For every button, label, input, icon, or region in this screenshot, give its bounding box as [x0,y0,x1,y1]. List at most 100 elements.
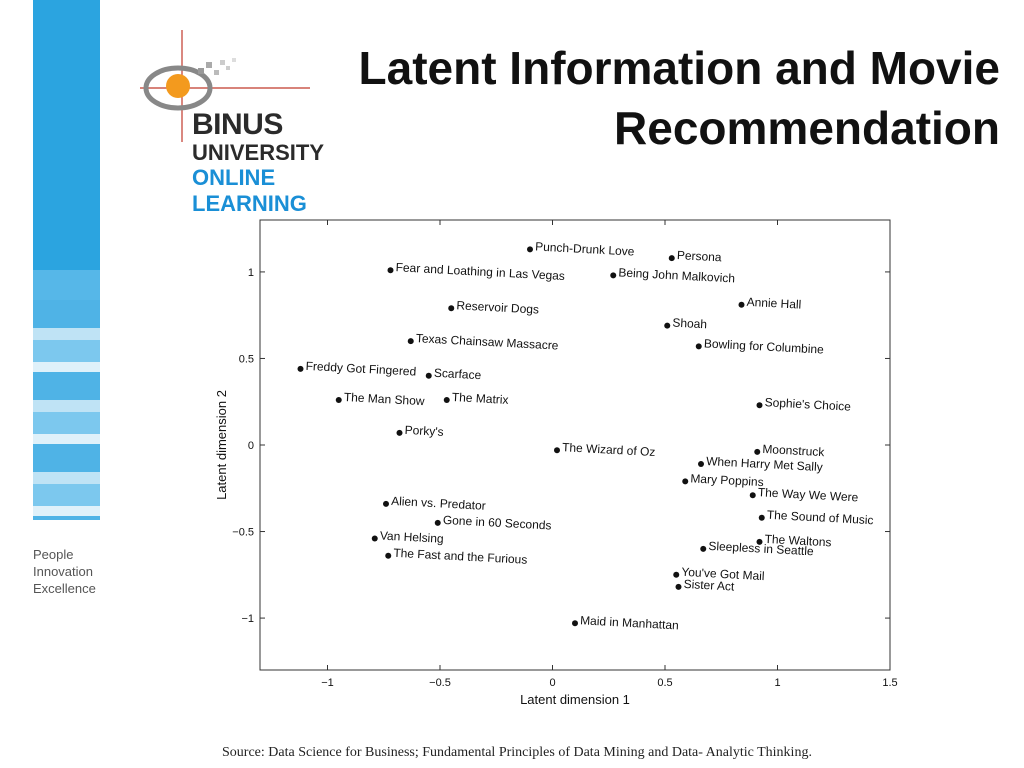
movie-point: Shoah [664,316,707,332]
movie-point-label: Gone in 60 Seconds [443,513,552,533]
movie-point: Alien vs. Predator [383,494,486,513]
movie-point-marker [383,500,389,507]
movie-point: The Fast and the Furious [385,546,528,567]
movie-point: The Waltons [756,532,832,549]
movie-point: Maid in Manhattan [572,613,679,632]
movie-point-label: Sleepless in Seattle [708,539,814,559]
slide-title: Latent Information and Movie Recommendat… [260,38,1000,158]
y-tick-label: 0 [248,440,254,452]
motto-line: Excellence [33,581,96,596]
movie-point-marker [527,246,533,253]
movie-point-label: When Harry Met Sally [706,454,823,474]
movie-point: Sister Act [675,577,735,594]
source-citation: Source: Data Science for Business; Funda… [222,745,812,761]
movie-point-marker [448,305,455,312]
movie-point: The Man Show [335,390,426,408]
movie-point-label: Sister Act [683,577,735,594]
motto: People Innovation Excellence [33,546,96,597]
movie-point-label: Shoah [672,316,707,332]
logo-text-binus: BINUS [192,108,283,141]
motto-line: Innovation [33,564,93,579]
movie-point: Scarface [425,366,482,382]
movie-point-marker [371,535,378,542]
movie-point-label: Being John Malkovich [618,265,735,285]
movie-point-marker [434,519,441,526]
movie-point: Texas Chainsaw Massacre [407,331,560,353]
logo-text-online: ONLINE [192,165,276,190]
movie-point-label: Texas Chainsaw Massacre [416,331,560,352]
sidebar-band [33,270,100,300]
motto-line: People [33,547,74,562]
movie-point-marker [335,397,342,403]
sidebar-band [33,0,100,270]
source-text: Data Science for Business; Fundamental P… [268,745,812,760]
movie-point: Sophie's Choice [756,395,852,414]
movie-point: Porky's [396,423,444,439]
movie-point: Mary Poppins [682,471,764,489]
movie-point-label: Mary Poppins [690,471,764,489]
movie-point-marker [738,301,745,308]
logo-text-university: UNIVERSITY [192,140,325,165]
x-tick-label: 0 [549,677,555,689]
y-tick-label: −0.5 [232,527,254,539]
y-tick-label: −1 [241,613,254,625]
movie-point: When Harry Met Sally [698,454,823,474]
movie-point-label: Annie Hall [746,295,801,312]
movie-point-marker [675,583,682,590]
movie-point-label: The Waltons [764,532,832,549]
movie-point: Freddy Got Fingered [297,359,417,379]
movie-point-marker [297,365,304,372]
movie-point: The Wizard of Oz [554,440,656,459]
movie-point-label: Fear and Loathing in Las Vegas [395,260,565,283]
x-tick-label: 0.5 [657,677,672,689]
sidebar-decoration [0,0,100,768]
movie-point-label: You've Got Mail [681,565,765,583]
movie-point-label: Punch-Drunk Love [535,239,635,258]
movie-point-label: Moonstruck [762,442,826,459]
movie-point-marker [682,478,689,485]
movie-point-marker [673,571,680,578]
y-axis-label: Latent dimension 2 [214,390,229,500]
logo-text-learning: LEARNING [192,191,307,216]
movie-point: You've Got Mail [673,565,765,583]
movie-point-marker [610,272,617,279]
movie-point-label: The Man Show [344,390,426,408]
movie-point-marker [756,538,763,545]
movie-point: The Way We Were [749,485,859,504]
x-tick-label: 1.5 [882,677,897,689]
movie-point: The Sound of Music [758,508,874,528]
movie-point-marker [387,267,394,274]
latent-dimension-scatter-chart: −1 −0.5 0 0.5 1 1.5 1 0.5 0 −0.5 −1 Punch-Drunk Lo… [214,219,898,707]
movie-point-marker [396,429,403,436]
movie-point-label: Reservoir Dogs [456,298,539,316]
movie-point: Being John Malkovich [610,265,735,285]
movie-point-marker [572,620,578,627]
y-tick-label: 1 [248,267,254,279]
slide-title-line1: Latent Information and Movie [358,42,1000,94]
movie-point: Persona [668,248,722,264]
x-tick-label: −0.5 [429,677,451,689]
movie-point-label: The Sound of Music [767,508,874,528]
movie-point: Moonstruck [754,442,826,459]
movie-point-marker [443,397,450,403]
movie-point-marker [698,461,704,468]
movie-point: Sleepless in Seattle [700,539,814,559]
movie-point-label: Maid in Manhattan [580,613,679,632]
movie-point: Van Helsing [371,528,444,546]
movie-point: Reservoir Dogs [448,298,539,317]
movie-point-label: The Way We Were [758,485,859,504]
movie-point: Punch-Drunk Love [527,239,635,259]
movie-point: Bowling for Columbine [695,336,825,357]
movie-point: Gone in 60 Seconds [434,513,552,533]
x-tick-label: 1 [774,677,780,689]
movie-point-marker [554,447,560,454]
movie-point-label: Bowling for Columbine [704,336,825,356]
movie-point-marker [425,372,432,379]
movie-point-label: Freddy Got Fingered [305,359,416,379]
movie-point-marker [407,338,414,345]
movie-point-marker [700,545,707,552]
movie-point-marker [695,343,702,350]
x-axis-label: Latent dimension 1 [520,692,630,707]
movie-point: Annie Hall [738,295,802,312]
movie-point-label: The Matrix [452,390,509,407]
